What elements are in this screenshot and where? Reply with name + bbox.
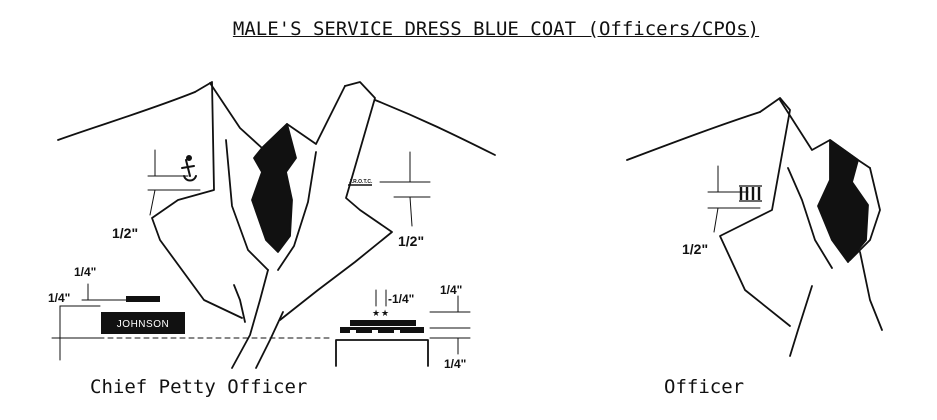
ribbon-spacing-measure: -1/4" <box>388 292 414 306</box>
cpo-front-center <box>231 269 269 369</box>
officer-lapel <box>719 97 791 327</box>
cpo-front-right <box>255 311 284 369</box>
caption-officer: Officer <box>664 376 745 398</box>
cpo-right-lapel <box>279 81 393 321</box>
caption-chief-petty-officer: Chief Petty Officer <box>90 376 308 398</box>
cpo-v-right <box>277 151 317 271</box>
officer-v-right <box>849 167 881 261</box>
cpo-coat-outline <box>57 81 496 369</box>
left-collar-measure: 1/2" <box>112 225 138 241</box>
nametag-bottom-measure: 1/4" <box>48 291 70 305</box>
ribbon-bottom-measure: 1/4" <box>444 357 466 371</box>
cpo-left-lapel <box>151 81 243 319</box>
ribbon-dimension <box>375 289 471 355</box>
cpo-left-shoulder <box>57 91 196 141</box>
nametag <box>101 312 185 334</box>
ribbon-rack: ★ ★ <box>340 309 424 334</box>
officer-shirt-collar <box>779 99 871 169</box>
cpo-v-left <box>225 139 269 271</box>
cpo-pocket <box>335 339 429 367</box>
nametag-dimension <box>51 283 331 361</box>
cpo-right-shoulder <box>374 99 496 156</box>
anchor-icon <box>181 155 197 182</box>
cpo-left-collar-dimension <box>147 149 201 216</box>
cpo-right-collar-dimension <box>379 151 431 227</box>
ribbon-top-measure: 1/4" <box>440 283 462 297</box>
officer-front <box>789 285 813 357</box>
officer-collar-dimension <box>707 165 761 233</box>
cpo-necktie <box>251 123 297 253</box>
nametag-text: JOHNSON <box>117 319 169 330</box>
officer-v-left <box>787 167 833 269</box>
nametag-gap-measure: 1/4" <box>74 265 96 279</box>
right-collar-measure: 1/2" <box>398 233 424 249</box>
officer-necktie <box>817 139 869 263</box>
officer-left-shoulder <box>626 111 761 161</box>
collar-device-text: J.R.O.T.C. <box>349 179 373 185</box>
officer-coat-outline <box>626 97 883 357</box>
cpo-front-left <box>233 284 246 323</box>
star-icon: ★ <box>381 309 389 319</box>
officer-right-edge <box>859 251 883 331</box>
star-icon: ★ <box>372 309 380 319</box>
rank-bars-icon <box>739 185 762 202</box>
page-title: MALE'S SERVICE DRESS BLUE COAT (Officers… <box>232 18 760 40</box>
nametag-ribbon-bar <box>126 296 160 302</box>
officer-collar-measure: 1/2" <box>682 241 708 257</box>
